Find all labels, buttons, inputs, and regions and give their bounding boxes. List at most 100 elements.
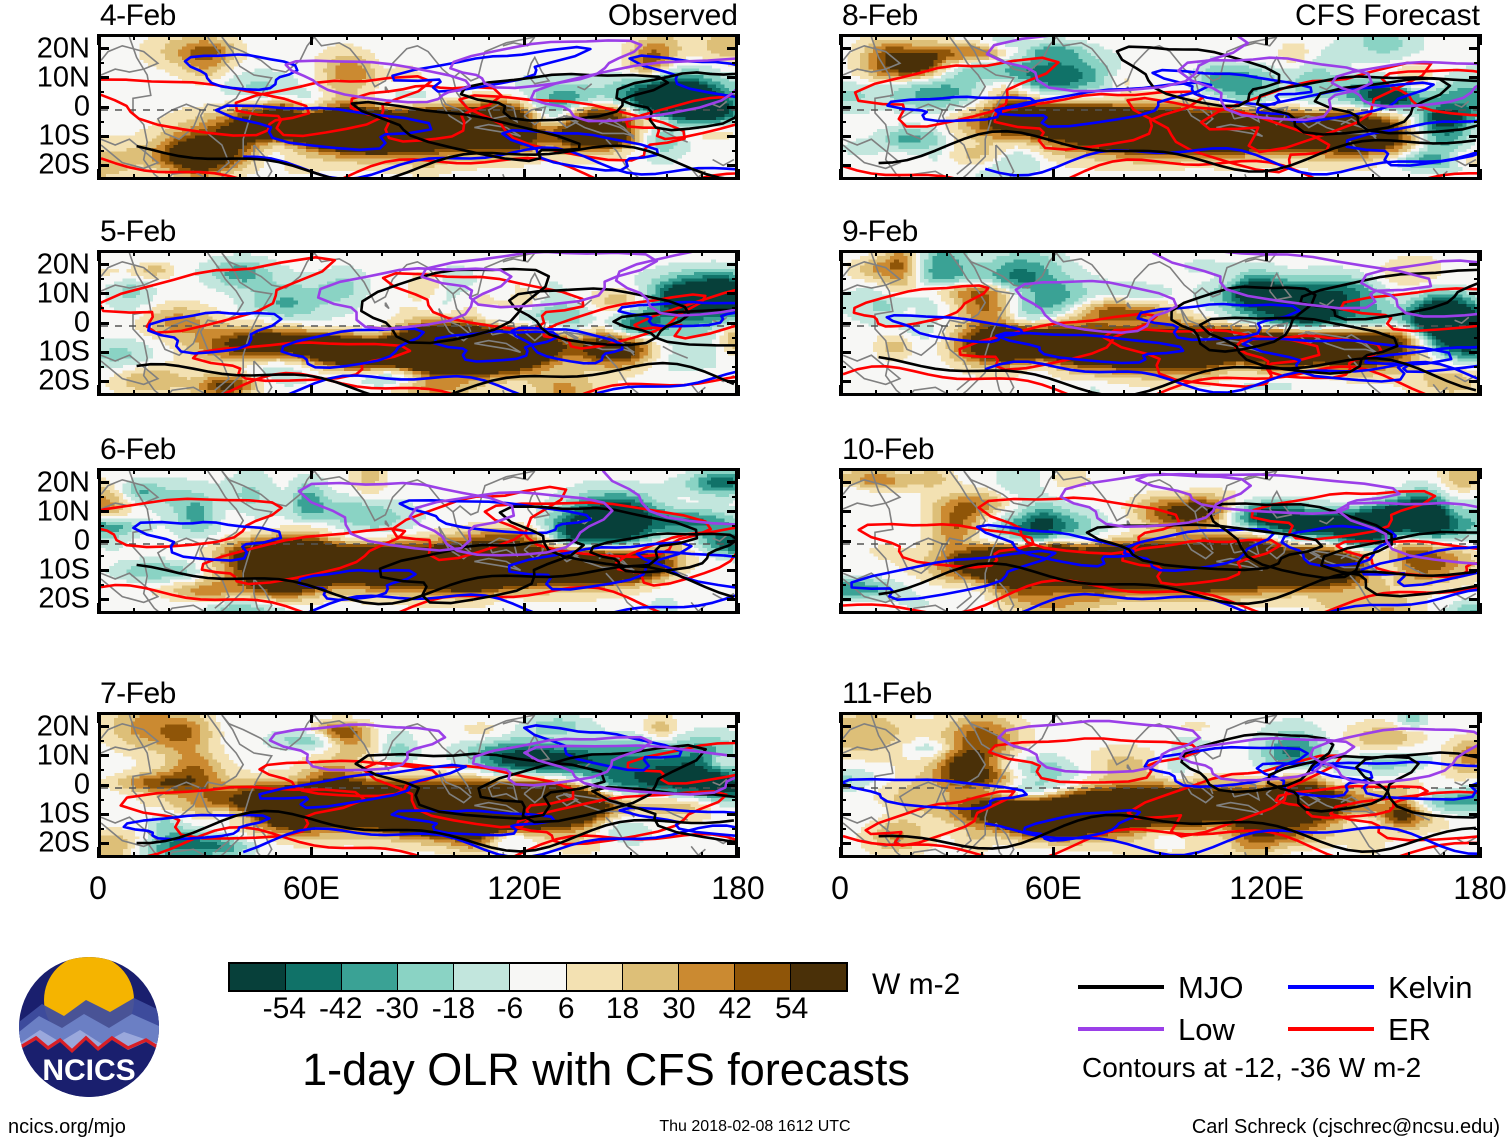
map-panel-7-feb: 7-Feb [96,679,740,858]
er-contour [1329,790,1477,842]
low-contour [408,490,614,557]
er-contour [1250,489,1437,541]
olr-fill-band [216,322,636,391]
coastline [502,37,536,47]
coastline [712,158,735,167]
coastline [1319,517,1335,525]
x-tick-minor [1407,250,1410,256]
olr-anomaly-field [101,253,735,393]
map-panel-5-feb: 5-Feb [96,217,740,396]
y-tick-minor [1474,365,1480,368]
x-tick-major [838,385,842,396]
olr-fill-band [143,724,614,843]
x-axis-label-0: 0 [831,870,849,906]
x-tick-minor [1230,468,1233,474]
kelvin-contour [433,330,560,363]
x-tick-major [96,603,100,614]
y-tick-major [1469,481,1480,485]
colorbar-tick--30: -30 [375,992,419,1025]
kelvin-contour [132,520,283,562]
kelvin-contour [523,724,683,772]
y-axis-label-10S: 10S [38,335,90,368]
er-contour [1335,539,1477,579]
x-tick-minor [345,250,348,256]
er-contour [101,78,311,137]
kelvin-contour [885,314,1024,344]
low-contour [985,37,1250,93]
y-axis-label-10N: 10N [36,739,90,772]
x-tick-minor [1230,174,1233,180]
x-tick-minor [665,250,668,256]
kelvin-contour [984,822,1477,855]
x-tick-major [1265,603,1269,614]
kelvin-contour [390,809,556,837]
coastline [1454,592,1477,601]
ncics-logo-svg: NCICS [19,957,159,1097]
y-axis-label-20S: 20S [38,582,90,615]
er-contour [101,583,661,611]
y-tick-major [98,263,109,267]
y-tick-minor [98,120,104,123]
x-tick-minor [345,852,348,858]
x-tick-minor [203,390,206,396]
x-tick-minor [1087,390,1090,396]
coastline [662,345,689,359]
x-tick-minor [981,608,984,614]
y-tick-major [1469,568,1480,572]
low-contour [471,735,653,787]
x-tick-major [1051,250,1055,261]
map-panel-6-feb: 6-Feb [96,435,740,614]
y-tick-minor [840,583,846,586]
x-tick-minor [132,852,135,858]
er-contour [200,527,407,586]
coastline [1432,845,1448,855]
x-tick-major [1478,603,1482,614]
olr-fill-band [101,262,735,362]
x-tick-minor [452,390,455,396]
x-tick-minor [1301,608,1304,614]
x-tick-major [523,169,527,180]
kelvin-contour [1360,545,1477,588]
er-contour [853,56,1060,128]
x-tick-minor [594,174,597,180]
x-tick-minor [1301,468,1304,474]
x-tick-minor [910,174,913,180]
y-axis-label-10N: 10N [36,61,90,94]
x-tick-minor [945,608,948,614]
x-tick-minor [874,608,877,614]
x-tick-minor [1336,250,1339,256]
coastline [523,784,547,804]
map-panel-4-feb: 4-Feb Observed [96,1,740,180]
x-tick-minor [1123,712,1126,718]
y-tick-major [840,321,851,325]
x-tick-minor [417,608,419,614]
olr-fill-band [165,313,648,393]
legend-label-mjo: MJO [1178,969,1244,1005]
coastline [101,572,160,604]
legend-label-kelvin: Kelvin [1388,969,1473,1005]
x-tick-minor [559,852,562,858]
coastline [221,37,315,73]
coastline [843,260,902,292]
coastline [562,115,635,138]
panel-date-label: 5-Feb [100,215,176,248]
olr-fill-band [1235,281,1477,353]
y-tick-minor [1474,769,1480,772]
x-axis-label-60E: 60E [1024,870,1082,906]
y-tick-minor [98,336,104,339]
y-tick-major [840,263,851,267]
x-tick-minor [594,34,597,40]
x-tick-major [736,385,740,396]
coastline [910,253,1016,393]
x-tick-minor [1159,712,1161,718]
x-tick-minor [1123,34,1126,40]
y-tick-minor [98,307,104,310]
x-tick-major [838,712,842,723]
coastline [101,138,160,170]
coastline [101,816,160,848]
x-tick-major [1265,34,1269,45]
y-axis-label-20S: 20S [38,364,90,397]
x-tick-minor [910,390,913,396]
x-tick-minor [452,468,455,474]
y-tick-major [727,568,738,572]
